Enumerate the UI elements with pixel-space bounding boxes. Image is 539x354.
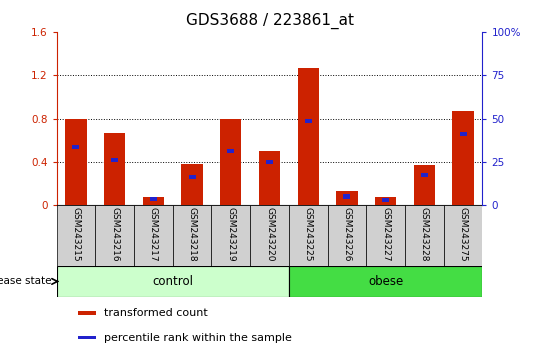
Bar <box>211 205 250 266</box>
Bar <box>298 68 319 205</box>
Text: obese: obese <box>368 275 403 288</box>
Bar <box>305 119 312 123</box>
Text: GSM243275: GSM243275 <box>459 207 467 262</box>
Bar <box>289 266 482 297</box>
Bar <box>95 205 134 266</box>
Text: control: control <box>152 275 193 288</box>
Bar <box>172 205 211 266</box>
Text: GSM243217: GSM243217 <box>149 207 158 262</box>
Text: GSM243216: GSM243216 <box>110 207 119 262</box>
Bar <box>460 132 467 136</box>
Bar <box>382 198 389 202</box>
Bar <box>57 266 289 297</box>
Bar <box>111 158 118 162</box>
Bar <box>375 197 396 205</box>
Bar <box>150 197 157 201</box>
Text: GSM243225: GSM243225 <box>303 207 313 262</box>
Bar <box>259 151 280 205</box>
Bar <box>143 197 164 205</box>
Bar <box>367 205 405 266</box>
Text: transformed count: transformed count <box>104 308 208 318</box>
Bar <box>421 173 428 177</box>
Bar <box>65 119 87 205</box>
Bar <box>78 336 96 339</box>
Text: GSM243226: GSM243226 <box>342 207 351 262</box>
Bar <box>328 205 367 266</box>
Bar <box>227 149 234 153</box>
Text: percentile rank within the sample: percentile rank within the sample <box>104 332 292 343</box>
Text: disease state: disease state <box>0 276 51 286</box>
Bar <box>266 160 273 164</box>
Bar <box>220 119 241 205</box>
Bar <box>72 144 79 149</box>
Bar <box>57 205 95 266</box>
Bar <box>104 133 125 205</box>
Bar <box>343 194 350 199</box>
Text: GSM243227: GSM243227 <box>381 207 390 262</box>
Text: GSM243219: GSM243219 <box>226 207 236 262</box>
Text: GSM243220: GSM243220 <box>265 207 274 262</box>
Bar <box>134 205 172 266</box>
Bar <box>405 205 444 266</box>
Bar <box>78 311 96 315</box>
Bar <box>182 164 203 205</box>
Bar <box>444 205 482 266</box>
Bar <box>452 111 474 205</box>
Text: GSM243228: GSM243228 <box>420 207 429 262</box>
Bar <box>250 205 289 266</box>
Bar <box>189 175 196 179</box>
Title: GDS3688 / 223861_at: GDS3688 / 223861_at <box>185 13 354 29</box>
Bar <box>336 191 357 205</box>
Bar <box>414 165 435 205</box>
Bar <box>289 205 328 266</box>
Text: GSM243218: GSM243218 <box>188 207 197 262</box>
Text: GSM243215: GSM243215 <box>72 207 80 262</box>
